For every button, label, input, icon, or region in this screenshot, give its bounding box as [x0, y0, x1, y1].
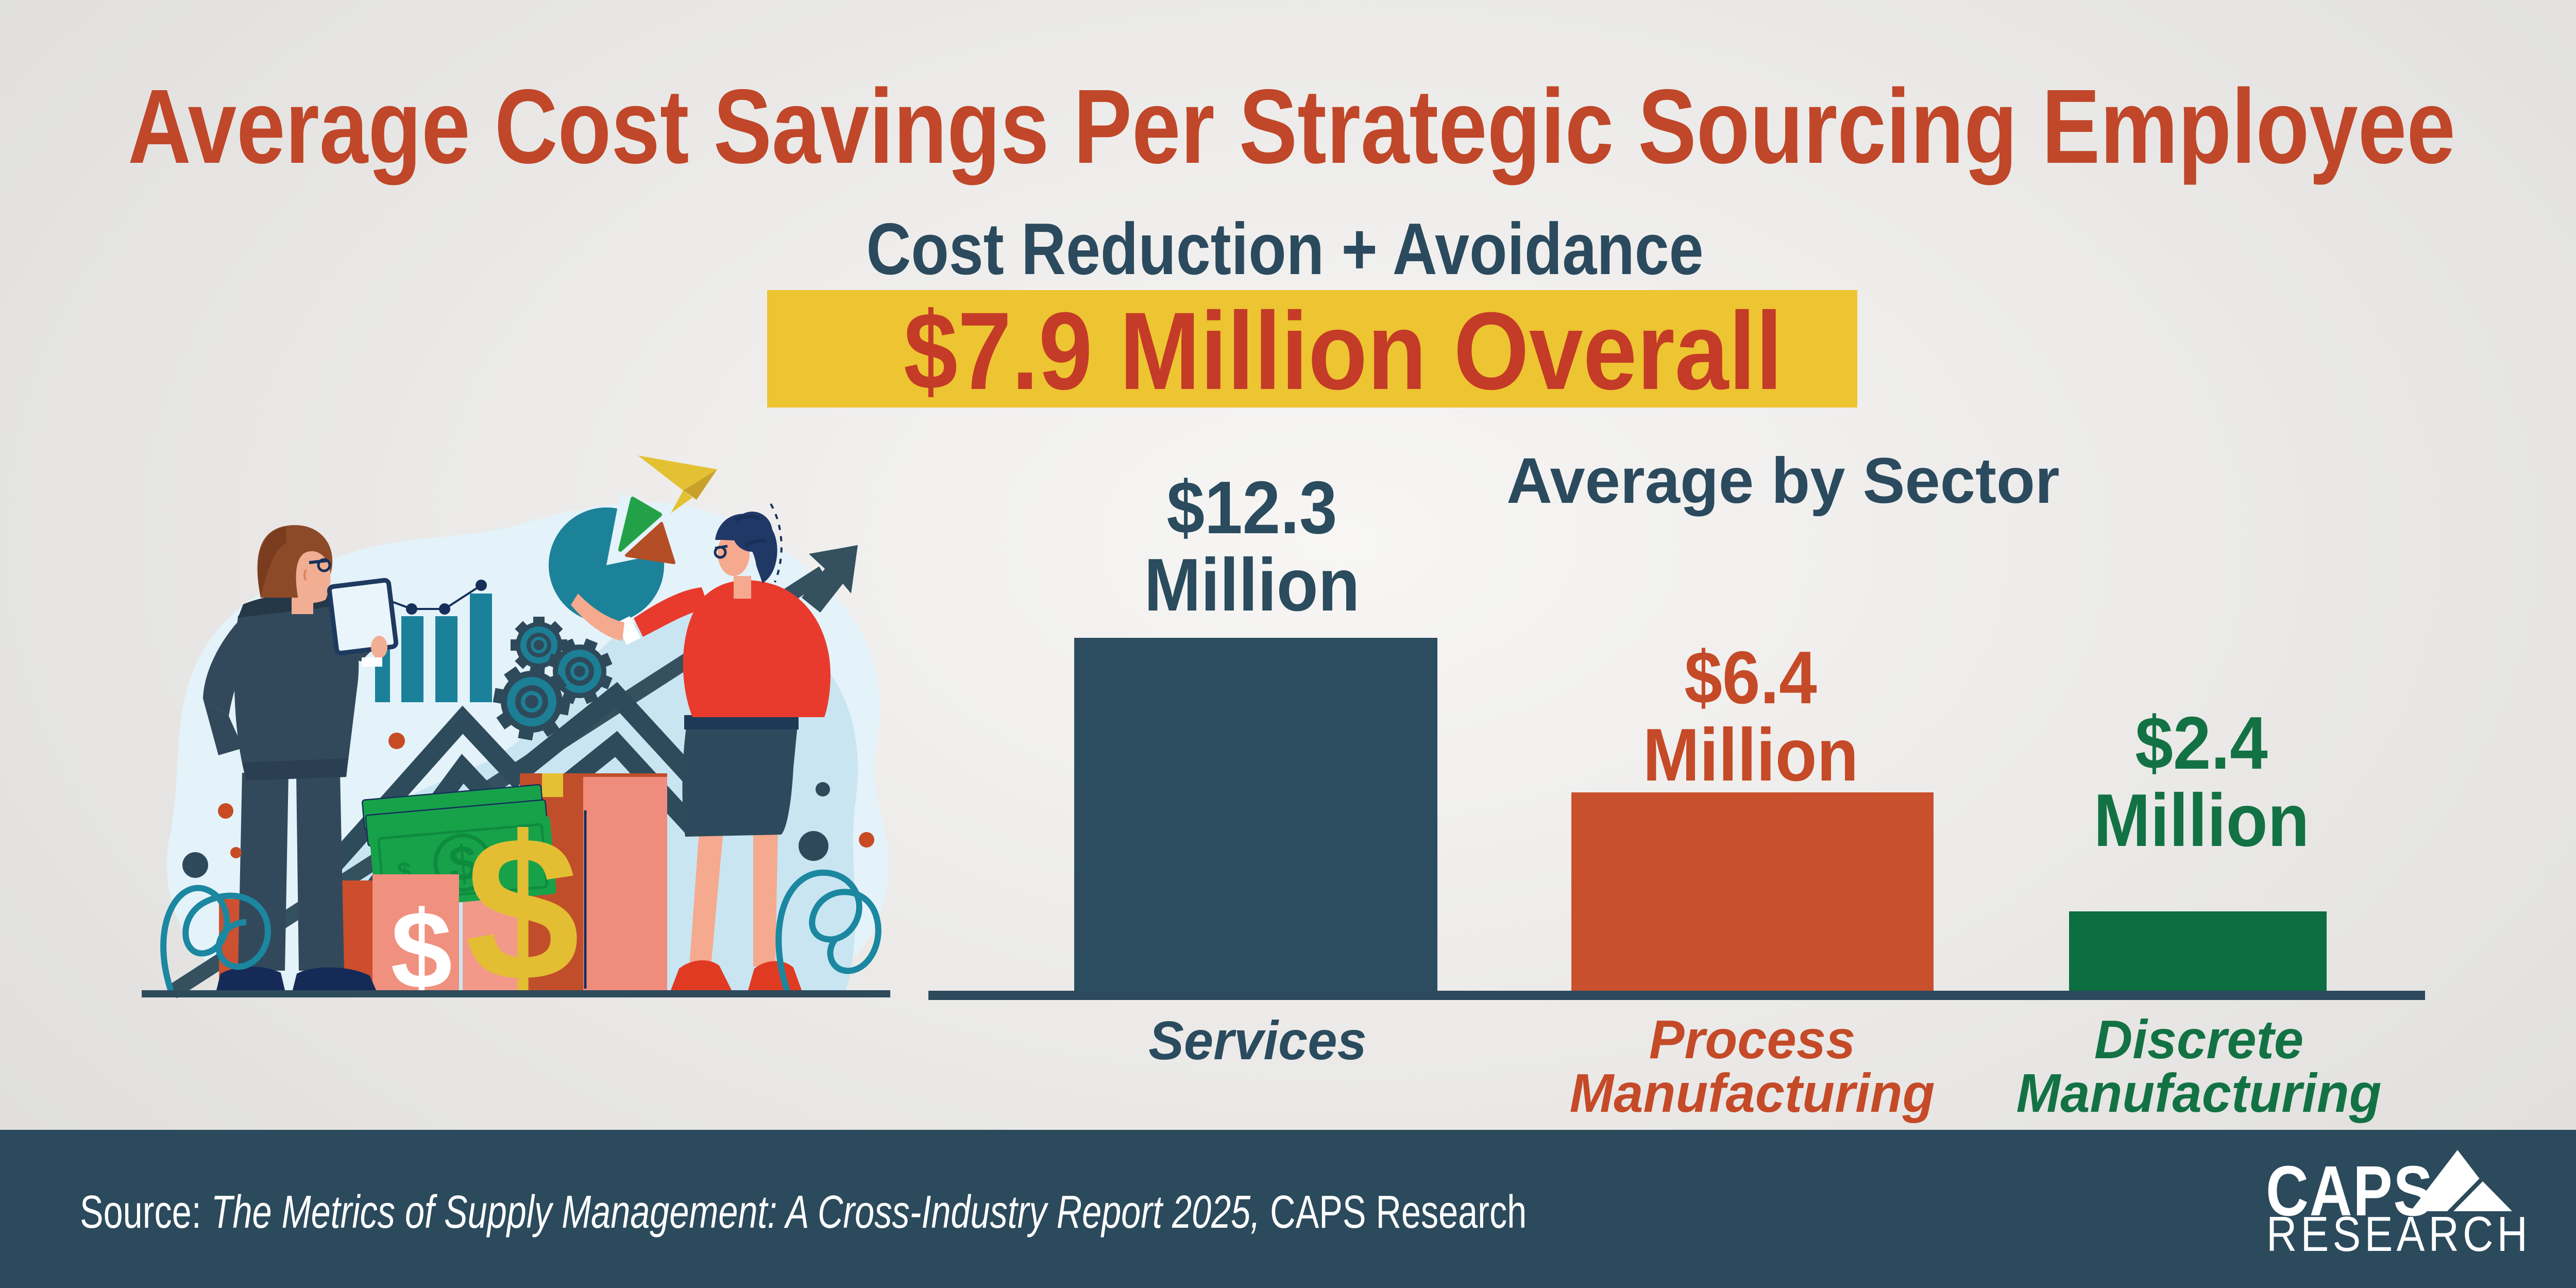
svg-text:$: $ — [465, 793, 580, 1024]
